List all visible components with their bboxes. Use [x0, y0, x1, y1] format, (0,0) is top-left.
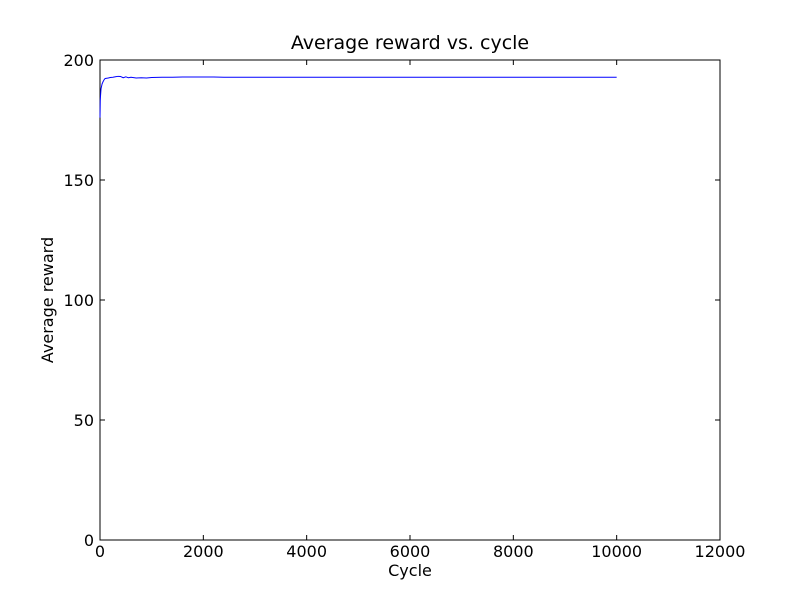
- y-tick-label: 50: [74, 411, 94, 430]
- series-layer: [99, 75, 617, 118]
- x-tick-label: 10000: [591, 542, 642, 561]
- plot-area: [99, 59, 721, 541]
- y-tick-label: 150: [63, 171, 94, 190]
- y-axis-label: Average reward: [38, 237, 57, 363]
- y-axis-ticks: 0 50 100 150 200: [63, 51, 720, 550]
- x-tick-label: 4000: [286, 542, 327, 561]
- y-tick-label: 100: [63, 291, 94, 310]
- x-tick-label: 8000: [493, 542, 534, 561]
- y-tick-label: 200: [63, 51, 94, 70]
- series-line: [99, 75, 617, 118]
- x-tick-label: 12000: [695, 542, 746, 561]
- x-tick-label: 6000: [390, 542, 431, 561]
- chart-title: Average reward vs. cycle: [291, 32, 529, 54]
- x-axis-ticks: 0 2000 4000 6000 8000 10000 12000: [95, 60, 746, 561]
- x-tick-label: 2000: [183, 542, 224, 561]
- x-tick-label: 0: [95, 542, 105, 561]
- y-tick-label: 0: [84, 531, 94, 550]
- x-axis-label: Cycle: [388, 561, 432, 580]
